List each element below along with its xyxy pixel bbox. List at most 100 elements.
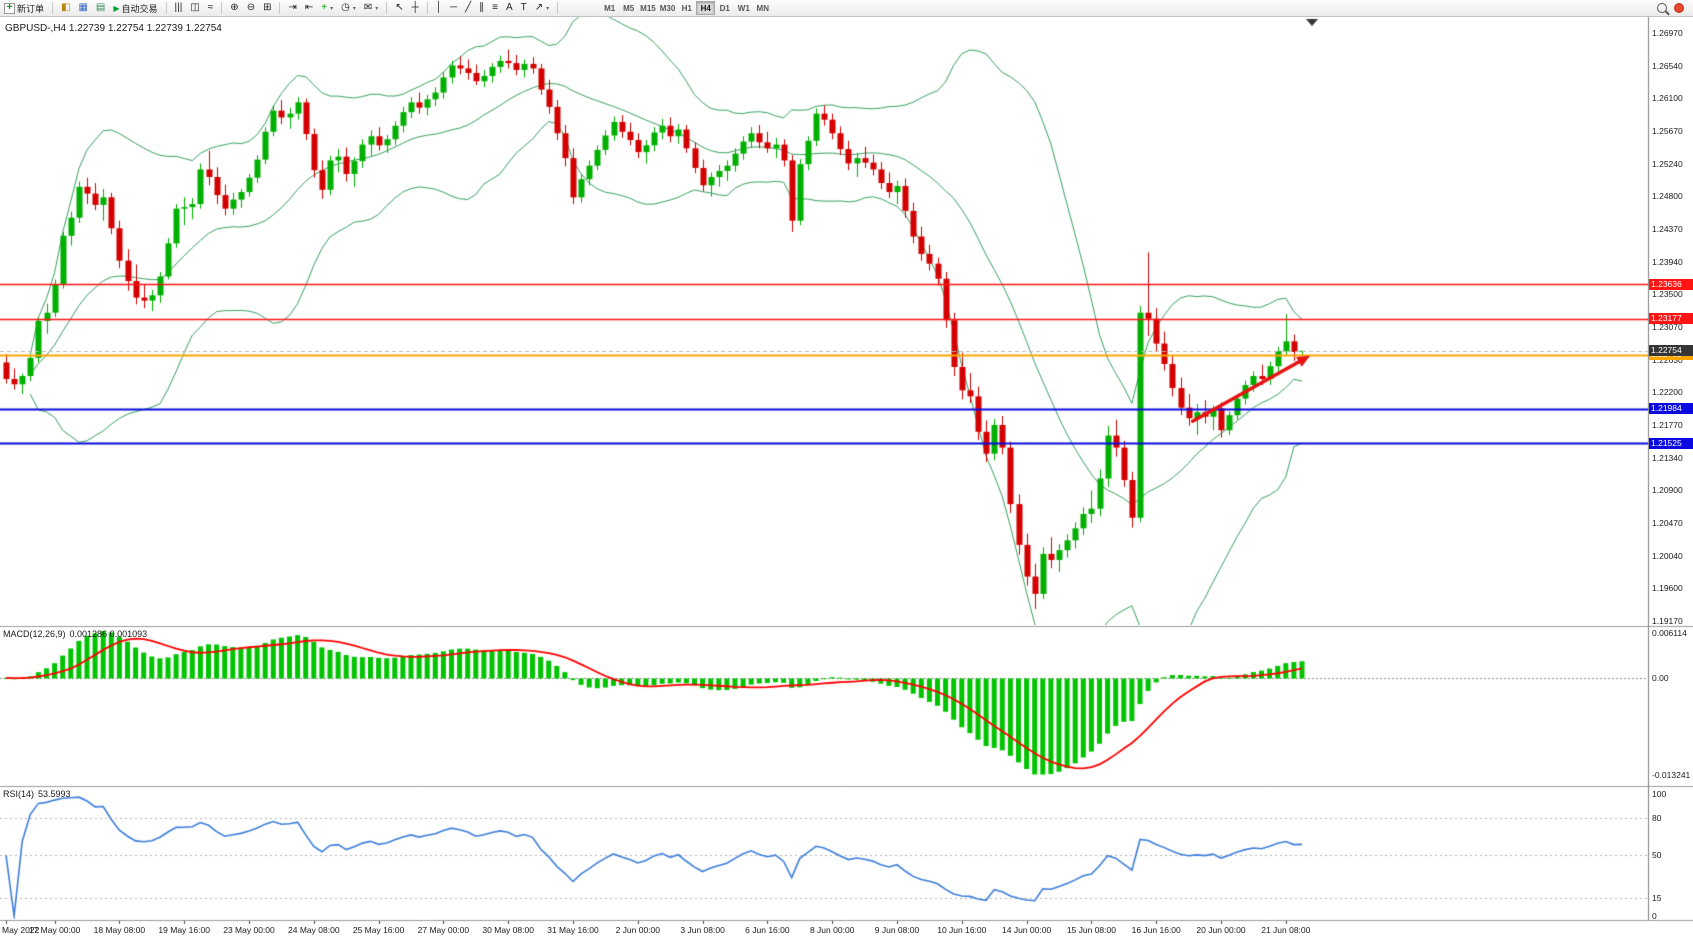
text-button[interactable]: A	[502, 1, 517, 15]
rsi-indicator-label: RSI(14) 53.5993	[3, 789, 75, 799]
price-level-label[interactable]: 1.23177	[1649, 313, 1693, 325]
timeframe-button-m1[interactable]: M1	[600, 1, 619, 15]
bar-chart-button[interactable]: |||	[171, 1, 187, 15]
periods-button[interactable]: ◷ ▾	[337, 1, 360, 15]
toolbar-separator	[52, 2, 54, 14]
rsi-value-text: 53.5993	[38, 789, 71, 799]
notification-badge[interactable]	[1674, 3, 1684, 13]
label-button[interactable]: T	[517, 1, 531, 15]
timeframe-button-d1[interactable]: D1	[715, 1, 734, 15]
macd-values-text: 0.001286 0.001093	[69, 629, 148, 639]
toolbar-separator	[165, 2, 167, 14]
arrows-icon: ↗	[534, 2, 544, 13]
autotrading-button[interactable]: ▶ 自动交易	[109, 1, 161, 15]
chart-shift-icon: ⇤	[304, 2, 314, 13]
new-order-label: 新订单	[17, 3, 45, 14]
periods-icon: ◷	[341, 2, 350, 13]
trendline-button[interactable]: ╱	[461, 1, 475, 15]
search-icon[interactable]	[1657, 3, 1667, 13]
bid-price-label: 1.22754	[1649, 345, 1693, 357]
navigator-button[interactable]: ▤	[92, 1, 109, 15]
indicator-axis-label: 0.00	[1652, 672, 1669, 683]
time-axis-label: 15 Jun 08:00	[1066, 925, 1116, 935]
price-axis-label: 1.21770	[1652, 420, 1683, 430]
price-axis-label: 1.23940	[1652, 256, 1683, 267]
line-chart-icon: ≈	[207, 2, 214, 13]
timeframe-button-mn[interactable]: MN	[753, 1, 772, 15]
fibonacci-button[interactable]: ≡	[488, 1, 502, 15]
arrows-button[interactable]: ↗ ▾	[531, 1, 553, 15]
timeframe-button-w1[interactable]: W1	[734, 1, 753, 15]
price-level-label[interactable]: 1.21984	[1649, 403, 1693, 415]
horizontal-line-icon: ─	[450, 2, 458, 13]
data-window-button[interactable]: ▦	[74, 1, 91, 15]
time-axis-label: 31 May 16:00	[547, 925, 599, 935]
fibonacci-icon: ≡	[492, 2, 498, 13]
candlestick-chart-button[interactable]: ◫	[186, 1, 203, 15]
macd-indicator-label: MACD(12,26,9) 0.001286 0.001093	[3, 629, 151, 639]
new-order-icon	[4, 2, 15, 14]
chevron-down-icon: ▾	[352, 5, 356, 12]
vertical-line-button[interactable]: │	[432, 1, 446, 15]
new-order-button[interactable]: 新订单	[0, 1, 48, 15]
tile-windows-icon: ⊞	[263, 2, 272, 13]
price-axis-label: 1.24800	[1652, 191, 1683, 202]
chart-symbol-label: GBPUSD-,H4 1.22739 1.22754 1.22739 1.227…	[5, 23, 226, 34]
indicator-axis-label: 100	[1652, 789, 1667, 799]
indicator-axis-label: 0.006114	[1652, 628, 1687, 638]
timeframe-button-m15[interactable]: M15	[638, 1, 658, 15]
zoom-out-button[interactable]: ⊖	[243, 1, 259, 15]
vertical-line-icon: │	[435, 2, 442, 13]
chevron-down-icon: ▾	[330, 5, 334, 12]
price-axis-label: 1.22200	[1652, 387, 1683, 398]
tile-windows-button[interactable]: ⊞	[259, 1, 275, 15]
chevron-down-icon: ▾	[375, 5, 379, 12]
autotrading-play-icon: ▶	[113, 3, 120, 13]
price-axis-label: 1.20470	[1652, 518, 1683, 528]
cursor-button[interactable]: ↖	[391, 1, 407, 15]
templates-button[interactable]: ✉ ▾	[360, 1, 382, 15]
auto-scroll-icon: ⇥	[288, 2, 297, 13]
crosshair-button[interactable]: ┼	[408, 1, 423, 15]
timeframe-button-h1[interactable]: H1	[677, 1, 696, 15]
zoom-out-icon: ⊖	[246, 2, 256, 13]
auto-scroll-button[interactable]: ⇥	[284, 1, 300, 15]
line-chart-button[interactable]: ≈	[204, 1, 218, 15]
price-axis-label: 1.23070	[1652, 322, 1683, 332]
toolbar: 新订单 ◧▦▤ ▶ 自动交易 |||◫≈⊕⊖⊞⇥⇤+▾◷▾✉▾↖┼│─╱∥≡AT…	[0, 0, 1693, 17]
time-axis-label: 10 Jun 16:00	[937, 925, 987, 935]
channel-button[interactable]: ∥	[475, 1, 488, 15]
toolbar-separator	[426, 2, 428, 14]
crosshair-icon: ┼	[411, 2, 419, 13]
channel-icon: ∥	[479, 2, 485, 13]
market-watch-button[interactable]: ◧	[57, 1, 74, 15]
zoom-in-button[interactable]: ⊕	[226, 1, 242, 15]
timeframe-button-h4[interactable]: H4	[696, 1, 716, 15]
horizontal-line-button[interactable]: ─	[446, 1, 461, 15]
navigator-icon: ▤	[95, 2, 106, 13]
cursor-icon: ↖	[395, 2, 404, 13]
toolbar-separator	[279, 2, 281, 14]
timeframe-toolbar: M1 M5 M15 M30 H1 H4 D1 W1 MN	[600, 1, 772, 15]
time-axis-label: 14 Jun 00:00	[1002, 925, 1052, 935]
time-axis-label: 8 Jun 00:00	[809, 925, 855, 935]
templates-icon: ✉	[363, 2, 373, 13]
price-axis-label: 1.19170	[1652, 616, 1683, 626]
indicator-axis-label: -0.013241	[1652, 770, 1691, 780]
toolbar-separator	[557, 2, 559, 14]
time-axis-label: 25 May 16:00	[352, 925, 405, 935]
time-axis-label: 23 May 00:00	[223, 925, 275, 935]
add-indicator-button[interactable]: + ▾	[317, 1, 337, 15]
timeframe-button-m30[interactable]: M30	[658, 1, 678, 15]
timeframe-button-m5[interactable]: M5	[619, 1, 638, 15]
price-level-label[interactable]: 1.21525	[1649, 437, 1693, 449]
toolbar-separator	[386, 2, 388, 14]
market-watch-icon: ◧	[61, 2, 71, 13]
toolbar-icon-groups: ||| ◫ ≈ ⊕ ⊖ ⊞ ⇥ ⇤ + ▾ ◷ ▾ ✉ ▾ ↖ ┼ │ ─ ╱ ∥ ≡ A T ↗ ▾	[171, 1, 563, 15]
chart-shift-button[interactable]: ⇤	[301, 1, 317, 15]
time-axis-label: 3 Jun 08:00	[680, 925, 725, 935]
price-level-label[interactable]: 1.23636	[1649, 278, 1693, 290]
time-axis-label: 16 Jun 16:00	[1131, 925, 1181, 935]
price-axis-label: 1.25240	[1652, 158, 1683, 169]
